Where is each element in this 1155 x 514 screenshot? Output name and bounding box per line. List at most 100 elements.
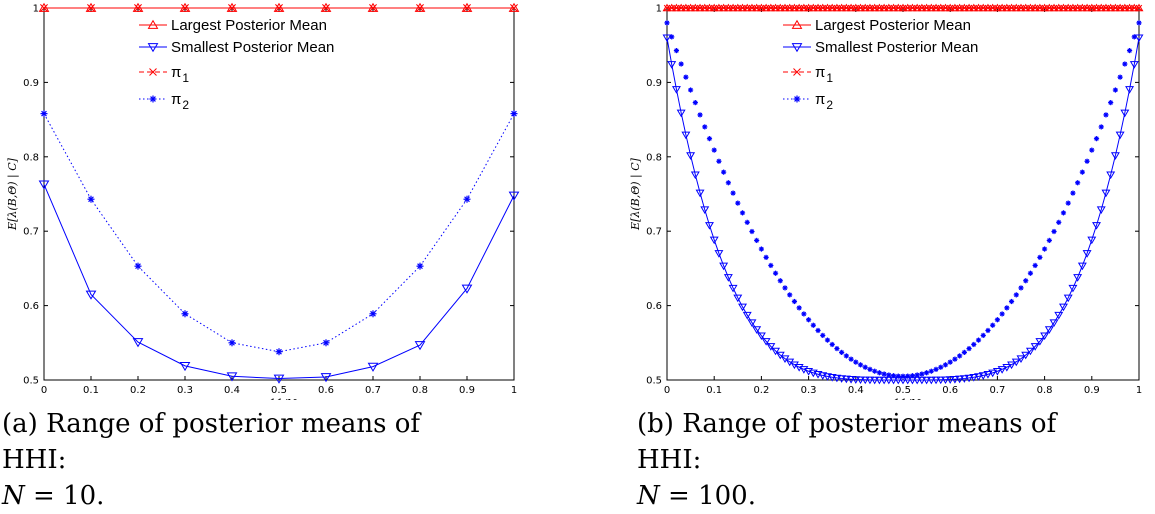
series-smallest-marker [461, 284, 473, 294]
series-largest-marker [889, 3, 899, 12]
cross-stroke [1031, 4, 1039, 12]
x-tick-label: 0.8 [1037, 385, 1053, 396]
series-largest-marker [879, 3, 889, 12]
caption-a-eq-lhs: N [2, 481, 25, 511]
series-pi2-marker [416, 262, 424, 270]
series-largest-marker [179, 2, 191, 12]
series-smallest-marker [667, 61, 677, 69]
series-smallest-marker [1059, 303, 1068, 312]
star-stroke [683, 74, 689, 80]
series-largest-marker [898, 3, 908, 12]
series-smallest-marker [936, 376, 946, 385]
y-tick-label: 1 [656, 4, 662, 15]
cross-stroke [663, 4, 671, 12]
series-smallest-marker [851, 376, 861, 384]
cross-stroke [40, 4, 48, 12]
series-largest-marker [508, 2, 520, 12]
series-smallest-marker [955, 375, 965, 384]
cross-stroke [989, 4, 996, 12]
series-pi2-marker [1103, 112, 1109, 118]
series-smallest-marker [226, 372, 238, 382]
series-smallest-marker [747, 319, 757, 327]
cross-stroke [1126, 4, 1133, 12]
series-smallest-marker [700, 206, 710, 215]
series-pi2-marker [957, 353, 963, 359]
cross-stroke [1116, 4, 1124, 12]
series-largest-marker [969, 3, 979, 12]
star-stroke [726, 180, 731, 186]
caption-b: (b) Range of posterior means of HHI: N = … [637, 406, 1077, 514]
star-stroke [740, 210, 745, 216]
cross-stroke [1107, 4, 1114, 12]
series-pi2-marker [1027, 270, 1034, 276]
star-stroke [787, 292, 792, 298]
series-largest-marker [709, 3, 719, 12]
series-pi2-marker [1018, 285, 1024, 291]
y-tick-label: 0.5 [23, 376, 39, 387]
cross-stroke [1131, 4, 1138, 12]
cross-stroke [899, 4, 907, 12]
chart-panel-b: 0 0.1 0.2 0.3 0.4 0.5 0.6 0.7 0.8 0.9 1 0.5 0.6 0.7 0.… [629, 3, 1144, 400]
series-smallest-marker [761, 338, 771, 346]
star-stroke [41, 110, 47, 117]
series-largest-marker [931, 3, 941, 12]
series-pi1-marker [87, 4, 95, 12]
series-pi2-marker [777, 278, 783, 284]
cross-stroke [87, 4, 95, 12]
caption-a: (a) Range of posterior means of HHI: N = … [2, 406, 442, 514]
series-pi2-marker [1056, 219, 1062, 225]
series-smallest-marker [771, 347, 781, 356]
series-pi2-marker [924, 370, 930, 376]
series-largest-marker [766, 3, 776, 12]
series-smallest-marker [1077, 262, 1087, 271]
series-largest-marker [1101, 3, 1111, 12]
series-largest-marker [414, 2, 426, 12]
cross-stroke [824, 4, 831, 12]
series-pi2-marker [1112, 87, 1118, 93]
series-largest-marker [1030, 3, 1040, 12]
cross-stroke [913, 4, 921, 12]
cross-stroke [909, 4, 916, 12]
series-smallest-marker [893, 376, 903, 385]
star-stroke [674, 48, 679, 53]
cross-stroke [701, 4, 708, 12]
cross-stroke [793, 68, 801, 76]
series-smallest-marker [1049, 319, 1059, 327]
x-tick-label: 0 [664, 385, 670, 396]
series-pi2-marker [1037, 254, 1043, 260]
x-tick-label: 0.9 [459, 385, 475, 396]
series-smallest-marker [686, 152, 696, 160]
star-stroke [858, 362, 863, 368]
series-pi2-marker [721, 169, 727, 175]
series-smallest-marker [775, 351, 785, 360]
star-stroke [1047, 238, 1052, 243]
plot-series [38, 2, 520, 384]
series-smallest-marker [1044, 326, 1054, 334]
chart-panel-a: 0 0.1 0.2 0.3 0.4 0.5 0.6 0.7 0.8 0.9 1 0.5 0.6 0.7 0.… [6, 2, 520, 400]
series-smallest-marker [756, 332, 766, 341]
cross-stroke [762, 4, 770, 12]
series-largest-marker [742, 3, 752, 12]
series-largest-marker [1115, 3, 1125, 12]
series-pi2-marker [919, 371, 925, 377]
series-smallest-marker [132, 338, 144, 348]
series-largest-marker [1082, 3, 1092, 12]
series-largest-marker [1087, 3, 1097, 12]
series-smallest-line [666, 37, 1140, 381]
plot-frame [43, 7, 515, 381]
series-smallest-marker [414, 341, 426, 351]
cross-stroke [828, 4, 836, 12]
star-stroke [702, 124, 708, 130]
cross-stroke [692, 4, 699, 12]
cross-stroke [980, 4, 987, 12]
legend-pi1-subscript: 1 [182, 71, 189, 85]
series-largest-marker [1035, 3, 1045, 12]
cross-stroke [682, 4, 690, 12]
star-stroke [763, 255, 769, 260]
star-stroke [877, 370, 882, 375]
series-pi2-marker [980, 332, 986, 339]
series-largest-marker [789, 3, 799, 12]
series-pi2-marker [839, 349, 845, 355]
series-pi2-marker [848, 356, 854, 362]
cross-stroke [1102, 4, 1110, 12]
